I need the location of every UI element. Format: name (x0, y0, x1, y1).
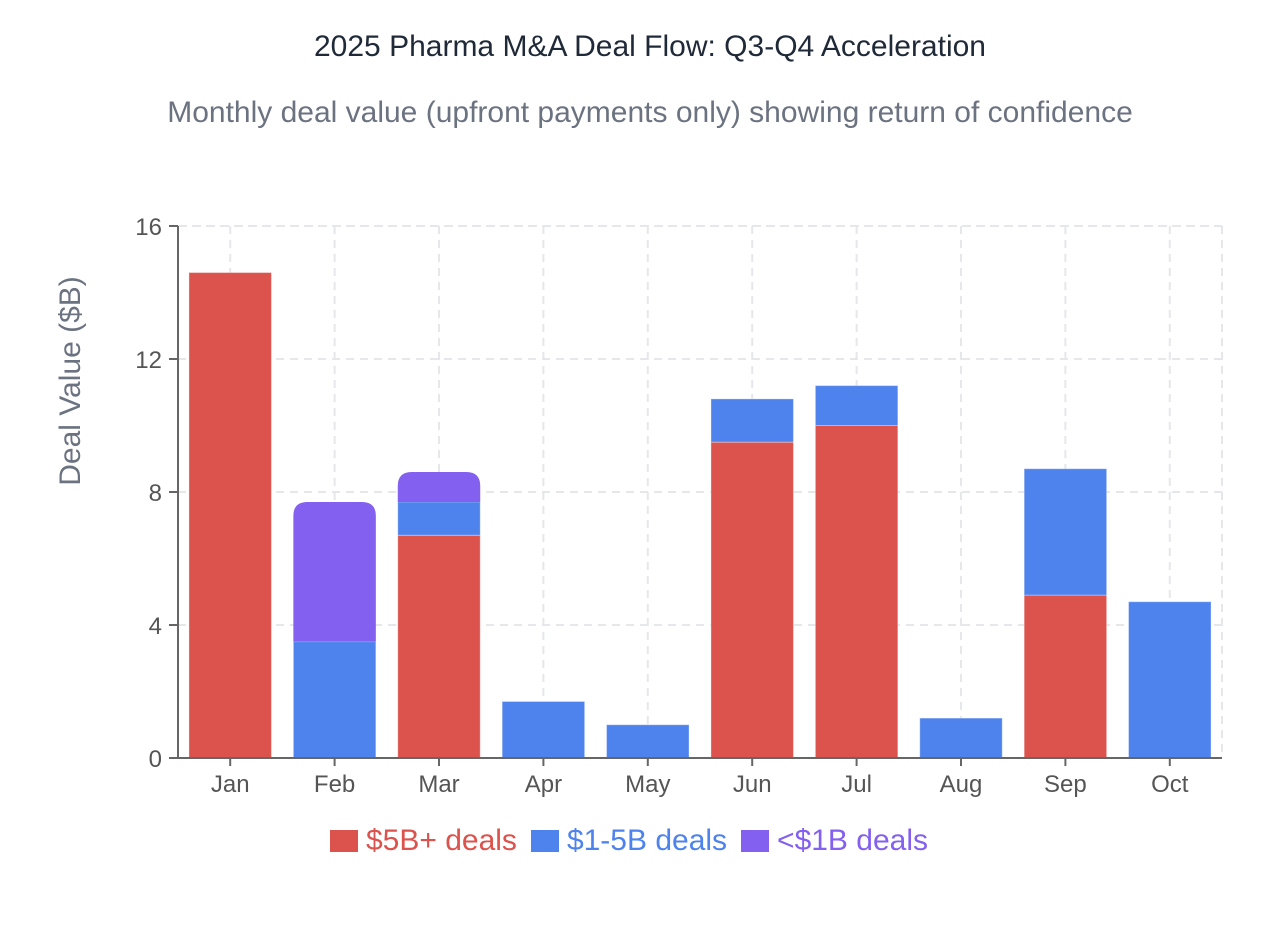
bar-jan-5b-deals (188, 272, 272, 759)
x-tick-label: May (625, 771, 670, 798)
bar-aug-1-5b-deals (919, 717, 1003, 759)
legend-swatch (530, 830, 559, 852)
x-tick-label: Jun (733, 771, 772, 798)
y-tick-label: 4 (149, 613, 162, 640)
y-axis-label: Deal Value ($B) (54, 276, 87, 486)
legend-swatch (329, 830, 358, 852)
legend-label: $5B+ deals (365, 824, 517, 857)
bar-mar-5b-deals (397, 534, 481, 759)
bar-sep-1-5b-deals (1023, 468, 1108, 596)
legend-item[interactable]: $1-5B deals (530, 824, 728, 858)
legend-item[interactable]: <$1B deals (741, 824, 928, 858)
bar-mar-1-5b-deals (397, 501, 481, 536)
y-tick-label: 0 (149, 746, 162, 773)
bar-feb-1b-deals (293, 501, 376, 642)
axes: 0 4 8 12 16 Jan Feb Mar Apr May Jun Jul Aug Sep Oct (135, 214, 1222, 798)
bar-mar-1b-deals (397, 472, 481, 502)
x-tick-label: Jul (841, 771, 872, 798)
y-tick-label: 8 (149, 480, 162, 507)
bar-jul-1-5b-deals (814, 385, 899, 427)
x-tick-label: Apr (525, 771, 562, 798)
bar-may-1-5b-deals (606, 724, 690, 759)
x-tick-label: Sep (1044, 771, 1087, 798)
bar-jun-1-5b-deals (710, 398, 794, 443)
x-tick-label: Jan (211, 771, 250, 798)
bar-sep-5b-deals (1023, 594, 1108, 759)
bar-jun-5b-deals (710, 441, 794, 759)
bar-feb-1-5b-deals (292, 641, 377, 759)
legend-label: <$1B deals (777, 824, 928, 857)
y-tick-label: 16 (135, 214, 162, 241)
legend: $5B+ deals $1-5B deals <$1B deals (0, 824, 1258, 858)
bar-apr-1-5b-deals (501, 700, 586, 759)
legend-item[interactable]: $5B+ deals (329, 824, 517, 858)
x-tick-label: Mar (418, 771, 459, 798)
legend-label: $1-5B deals (566, 824, 728, 857)
legend-swatch (741, 830, 770, 852)
chart-title: 2025 Pharma M&A Deal Flow: Q3-Q4 Acceler… (314, 30, 986, 63)
bar-jul-5b-deals (814, 425, 899, 759)
x-tick-label: Feb (314, 771, 355, 798)
chart-subtitle: Monthly deal value (upfront payments onl… (167, 96, 1133, 129)
bar-oct-1-5b-deals (1128, 601, 1212, 759)
y-tick-label: 12 (135, 347, 162, 374)
x-tick-label: Aug (940, 771, 983, 798)
bars (188, 272, 1212, 759)
x-tick-label: Oct (1151, 771, 1189, 798)
